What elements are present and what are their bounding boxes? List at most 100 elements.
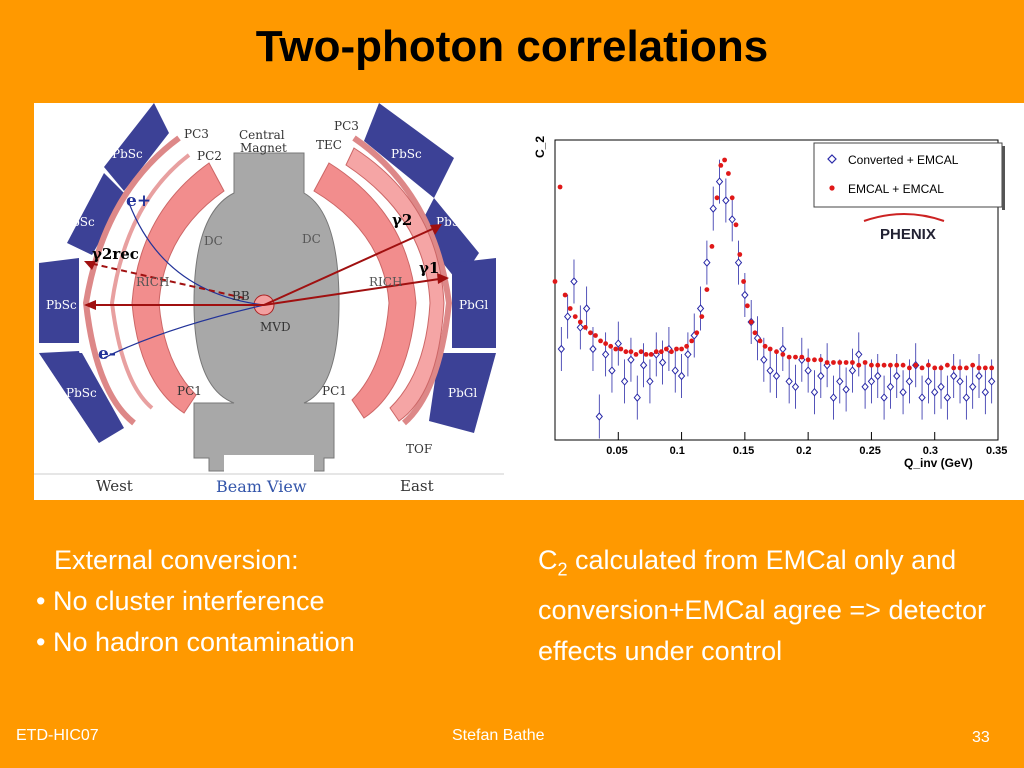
right-text-rest: calculated from EMCal only and conversio… (538, 545, 987, 667)
point-converted-emcal (589, 344, 597, 354)
point-emcal-emcal (799, 354, 805, 360)
point-emcal-emcal (989, 365, 995, 371)
right-text-sub: 2 (557, 559, 568, 580)
left-bullet-2: • No hadron contamination (36, 627, 355, 657)
right-text-c: C (538, 545, 558, 575)
label-east: East (400, 477, 434, 495)
label-pc3-right: PC3 (334, 119, 359, 133)
label-gamma2: γ2 (392, 211, 412, 229)
east-sector-1 (364, 103, 454, 198)
label-e-minus: e- (98, 344, 116, 364)
right-text-block: C2 calculated from EMCal only and conver… (538, 540, 1008, 672)
gamma1-arrowhead (437, 273, 449, 284)
point-emcal-emcal (881, 362, 887, 368)
point-converted-emcal (772, 371, 781, 381)
point-emcal-emcal (714, 195, 720, 201)
point-emcal-emcal (913, 362, 919, 368)
point-emcal-emcal (932, 365, 938, 371)
point-converted-emcal (981, 387, 990, 397)
gamma2rec-arrowhead (84, 261, 96, 270)
point-emcal-emcal (628, 349, 634, 355)
label-pc3-left: PC3 (184, 127, 209, 141)
dc-rich-west (131, 162, 225, 414)
footer-author: Stefan Bathe (452, 727, 545, 744)
point-emcal-emcal (552, 279, 558, 284)
label-pc1-right: PC1 (322, 384, 347, 398)
point-emcal-emcal (577, 319, 583, 325)
legend-label-emcal: EMCAL + EMCAL (848, 182, 944, 196)
point-converted-emcal (614, 339, 622, 348)
point-emcal-emcal (722, 157, 728, 163)
east-sector-label-2: PbSc (436, 215, 467, 229)
point-converted-emcal (734, 258, 743, 267)
point-converted-emcal (962, 393, 971, 402)
point-emcal-emcal (957, 365, 963, 371)
point-emcal-emcal (663, 346, 669, 352)
point-emcal-emcal (572, 314, 578, 319)
point-converted-emcal (956, 377, 964, 386)
label-beam-view: Beam View (216, 477, 307, 496)
point-converted-emcal (785, 377, 793, 386)
point-emcal-emcal (608, 343, 614, 349)
west-sector-label-3: PbSc (46, 298, 77, 312)
label-tec: TEC (316, 138, 342, 152)
point-emcal-emcal (757, 338, 763, 344)
west-sector-4b (39, 353, 124, 443)
point-converted-emcal (627, 355, 635, 365)
point-emcal-emcal (970, 362, 976, 368)
point-converted-emcal (728, 215, 736, 224)
point-emcal-emcal (888, 362, 893, 368)
point-emcal-emcal (837, 360, 843, 365)
label-gamma2rec: γ2rec (92, 245, 139, 263)
west-sector-label-2: PbSc (64, 215, 95, 229)
point-converted-emcal (874, 371, 882, 381)
point-emcal-emcal (900, 362, 906, 368)
point-converted-emcal (766, 366, 774, 375)
label-mvd: MVD (260, 320, 291, 334)
point-emcal-emcal (709, 244, 715, 249)
point-converted-emcal (760, 355, 768, 365)
east-sector-3 (452, 258, 496, 348)
point-emcal-emcal (805, 357, 811, 363)
point-emcal-emcal (818, 357, 824, 363)
left-bullet-1: • No cluster interference (36, 586, 325, 616)
point-emcal-emcal (633, 352, 639, 357)
point-emcal-emcal (658, 349, 664, 355)
point-converted-emcal (709, 204, 717, 213)
c2-correlation-plot: C_2 Q_inv (GeV) 0.05 0.1 0.15 0.2 0.25 0.3 0.3… (533, 136, 1007, 470)
legend-marker-emcal (829, 185, 835, 191)
point-emcal-emcal (562, 292, 568, 298)
point-emcal-emcal (669, 349, 674, 355)
point-converted-emcal (842, 385, 850, 394)
point-converted-emcal (620, 377, 629, 386)
point-emcal-emcal (963, 365, 969, 371)
footer-left: ETD-HIC07 (16, 727, 99, 744)
x-tick-label: 0.35 (986, 445, 1007, 457)
footer-page-number: 33 (972, 729, 990, 746)
point-converted-emcal (893, 371, 901, 381)
point-converted-emcal (931, 387, 939, 397)
x-tick-label: 0.2 (796, 445, 811, 457)
point-emcal-emcal (919, 365, 925, 371)
west-sector-2 (67, 173, 126, 255)
point-emcal-emcal (674, 346, 679, 352)
point-emcal-emcal (774, 349, 779, 355)
east-sector-label-3: PbGl (459, 298, 488, 312)
label-dc-left: DC (204, 234, 223, 248)
point-converted-emcal (633, 393, 641, 402)
point-emcal-emcal (951, 365, 957, 371)
point-converted-emcal (836, 377, 844, 386)
point-emcal-emcal (643, 352, 649, 357)
point-emcal-emcal (638, 349, 644, 355)
x-tick-label: 0.3 (923, 445, 938, 457)
point-emcal-emcal (894, 362, 900, 368)
point-emcal-emcal (925, 362, 931, 368)
point-converted-emcal (703, 258, 711, 267)
point-emcal-emcal (812, 357, 817, 363)
gamma2rec-dashed (88, 262, 245, 299)
point-emcal-emcal (976, 365, 982, 371)
point-converted-emcal (595, 412, 603, 421)
label-rich-right: RICH (369, 275, 402, 289)
point-converted-emcal (810, 387, 819, 397)
point-emcal-emcal (831, 360, 836, 365)
